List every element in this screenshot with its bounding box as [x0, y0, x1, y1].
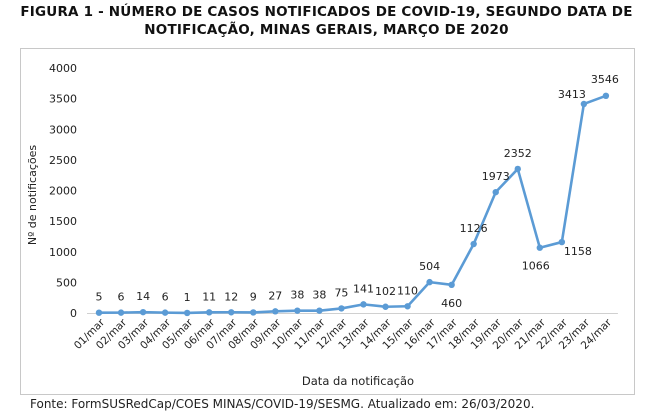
data-label: 504: [419, 260, 440, 273]
data-point: [183, 309, 191, 317]
data-point: [316, 307, 323, 314]
data-point: [558, 238, 566, 246]
data-point: [161, 309, 169, 316]
data-point: [382, 303, 389, 310]
y-axis-label: Nº de notificações: [26, 145, 39, 245]
data-label: 38: [290, 289, 304, 302]
data-point: [360, 301, 367, 308]
y-tick-label: 2500: [49, 154, 77, 167]
data-label: 3413: [558, 88, 586, 101]
data-label: 110: [397, 284, 418, 297]
series-line: [98, 94, 607, 315]
data-label: 27: [268, 289, 282, 302]
data-point: [338, 305, 345, 312]
data-label: 1066: [522, 260, 550, 273]
data-label: 2352: [504, 147, 532, 160]
data-label: 38: [312, 289, 326, 302]
data-point: [536, 244, 543, 251]
data-point: [514, 165, 521, 173]
data-point: [117, 309, 125, 316]
data-label: 75: [334, 286, 348, 299]
y-tick-label: 3500: [49, 93, 77, 106]
chart-title-line-2: NOTIFICAÇÃO, MINAS GERAIS, MARÇO DE 2020: [144, 22, 509, 38]
data-labels: 5 6 14 6 1 11 12 9 27 38 38 75 141 102 110504460112619…: [96, 73, 619, 310]
data-point: [206, 309, 213, 316]
series: [95, 92, 610, 317]
data-point: [470, 240, 477, 248]
data-label: 14: [136, 290, 150, 303]
y-tick-label: 2000: [49, 185, 77, 198]
data-point: [95, 309, 103, 316]
data-label: 460: [441, 297, 462, 310]
source-note: Fonte: FormSUSRedCap/COES MINAS/COVID-19…: [30, 397, 535, 411]
data-point: [250, 309, 257, 316]
data-label: 6: [118, 291, 125, 304]
y-tick-label: 1000: [49, 246, 77, 259]
data-label: 3546: [591, 73, 619, 86]
data-label: 1973: [482, 170, 510, 183]
data-point: [404, 303, 411, 310]
data-label: 9: [250, 290, 257, 303]
y-tick-label: 0: [70, 307, 77, 320]
data-label: 12: [224, 290, 238, 303]
data-label: 141: [353, 282, 374, 295]
data-label: 5: [96, 291, 103, 304]
chart-frame: [20, 48, 635, 395]
data-point: [294, 307, 301, 314]
y-tick-label: 1500: [49, 215, 77, 228]
x-axis-label: Data da notificação: [302, 374, 414, 388]
data-label: 1: [184, 291, 191, 304]
data-point: [492, 188, 499, 196]
data-label: 1158: [564, 245, 592, 258]
y-axis: 0 500 1000 1500 2000 2500 3000 3500 4000: [49, 62, 77, 320]
chart-title-line-1: FIGURA 1 - NÚMERO DE CASOS NOTIFICADOS D…: [20, 4, 633, 20]
data-label: 1126: [460, 222, 488, 235]
data-label: 6: [162, 291, 169, 304]
y-tick-label: 4000: [49, 62, 77, 75]
data-point: [228, 309, 235, 316]
data-label: 102: [375, 285, 396, 298]
data-point: [272, 308, 279, 315]
data-point: [139, 308, 147, 316]
data-point: [580, 100, 588, 108]
data-point: [602, 92, 610, 100]
data-point: [448, 281, 455, 289]
x-axis: 01/mar02/mar03/mar04/mar05/mar06/mar07/m…: [72, 313, 618, 352]
y-tick-label: 3000: [49, 123, 77, 136]
data-point: [426, 278, 433, 286]
data-label: 11: [202, 290, 216, 303]
y-tick-label: 500: [56, 276, 77, 289]
